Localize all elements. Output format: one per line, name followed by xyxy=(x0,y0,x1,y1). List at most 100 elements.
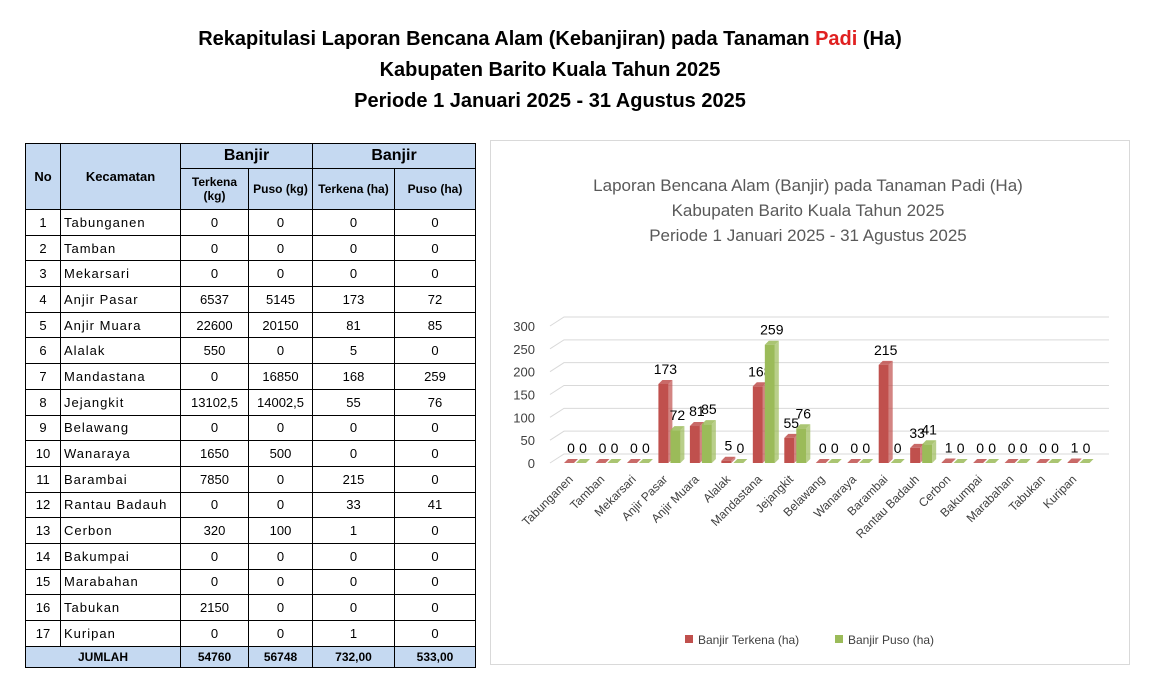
table-cell: 0 xyxy=(180,363,249,390)
table-row: 4 Anjir Pasar 6537 5145 173 72 xyxy=(25,286,476,313)
y-tick-label: 200 xyxy=(513,365,535,380)
table-cell: 0 xyxy=(394,440,476,467)
table-cell: 0 xyxy=(248,414,313,442)
header-cell: Puso (kg) xyxy=(248,168,313,210)
table-cell: 0 xyxy=(248,234,313,262)
bar-top xyxy=(670,426,685,431)
table-cell: 100 xyxy=(248,517,313,544)
table-row: 7 Mandastana 0 16850 168 259 xyxy=(25,363,476,390)
grid-line xyxy=(549,430,1109,441)
data-label: 85 xyxy=(701,401,717,417)
data-label: 0 xyxy=(1008,440,1016,456)
data-label: 81 xyxy=(689,403,705,419)
table-cell: 0 xyxy=(394,568,476,596)
legend-swatch xyxy=(685,635,693,643)
table-cell: 33 xyxy=(312,491,395,519)
table-row: 16 Tabukan 2150 0 0 0 xyxy=(25,594,476,621)
table-cell: 320 xyxy=(180,517,249,544)
table-cell: 0 xyxy=(312,260,395,288)
table-cell: Cerbon xyxy=(60,517,181,544)
table-cell: 215 xyxy=(312,465,395,493)
bar-top xyxy=(827,459,842,463)
table-cell: 0 xyxy=(248,260,313,288)
bar-top xyxy=(564,459,578,463)
table-cell: 0 xyxy=(394,337,476,365)
table-cell: 0 xyxy=(394,209,476,236)
bar-top xyxy=(973,459,988,463)
table-cell: 12 xyxy=(25,491,61,519)
data-label: 215 xyxy=(874,342,898,358)
bar-side xyxy=(774,340,779,463)
bar xyxy=(658,383,669,463)
bar-top xyxy=(626,459,641,463)
table-row: 2 Tamban 0 0 0 0 xyxy=(25,234,476,262)
table-cell: 85 xyxy=(394,311,476,339)
table-row: 5 Anjir Muara 22600 20150 81 85 xyxy=(25,311,476,339)
bar-top xyxy=(985,459,1000,463)
bar-top xyxy=(910,443,925,448)
table-cell: 1 xyxy=(25,209,61,236)
table-cell: 7 xyxy=(25,363,61,390)
table-cell: 0 xyxy=(180,414,249,442)
header-cell: Banjir xyxy=(312,143,476,169)
data-label: 0 xyxy=(976,440,984,456)
bar-top xyxy=(815,459,830,463)
bar-side xyxy=(951,458,956,463)
table-cell: 2150 xyxy=(180,594,249,621)
table-cell: Mekarsari xyxy=(60,260,181,288)
data-label: 0 xyxy=(819,440,827,456)
table-cell: 7850 xyxy=(180,465,249,493)
bar-side xyxy=(711,420,716,463)
table-cell: 550 xyxy=(180,337,249,365)
table-cell: 81 xyxy=(312,311,395,339)
y-tick-label: 300 xyxy=(513,319,535,334)
data-label: 0 xyxy=(579,440,587,456)
table-cell: 22600 xyxy=(180,311,249,339)
bar-top xyxy=(890,459,905,463)
data-label: 173 xyxy=(654,361,678,377)
table-cell: 0 xyxy=(312,440,395,467)
table-cell: Tabunganen xyxy=(60,209,181,236)
bar-top xyxy=(752,382,767,387)
data-label: 0 xyxy=(1020,440,1028,456)
bar xyxy=(784,437,795,463)
table-row: 8 Jejangkit 13102,5 14002,5 55 76 xyxy=(25,388,476,416)
table-row: 12 Rantau Badauh 0 0 33 41 xyxy=(25,491,476,519)
footer-cell: 533,00 xyxy=(394,645,476,668)
data-label: 0 xyxy=(567,440,575,456)
footer-cell: JUMLAH xyxy=(25,645,181,668)
data-label: 1 xyxy=(1071,440,1079,456)
data-table: No Kecamatan Banjir Banjir Terkena (kg) Puso… xyxy=(25,143,476,668)
table-cell: Tamban xyxy=(60,234,181,262)
bar-top xyxy=(784,433,799,438)
table-cell: 6 xyxy=(25,337,61,365)
grid-line xyxy=(549,407,1109,418)
table-cell: 500 xyxy=(248,440,313,467)
table-cell: 0 xyxy=(394,260,476,288)
table-cell: 6537 xyxy=(180,286,249,313)
bar-top xyxy=(1079,459,1094,463)
table-cell: 55 xyxy=(312,388,395,416)
footer-cell: 56748 xyxy=(248,645,313,668)
bar-top xyxy=(576,459,590,463)
chart-border xyxy=(490,140,1130,665)
title-part: (Ha) xyxy=(857,28,902,50)
table-row: 1 Tabunganen 0 0 0 0 xyxy=(25,209,476,236)
table-cell: 0 xyxy=(312,568,395,596)
table-cell: 72 xyxy=(394,286,476,313)
table-cell: 1650 xyxy=(180,440,249,467)
bar-side xyxy=(1077,458,1082,463)
data-label: 33 xyxy=(909,425,925,441)
title-part: Rekapitulasi Laporan Bencana Alam (Keban… xyxy=(198,28,816,50)
title-line: Rekapitulasi Laporan Bencana Alam (Keban… xyxy=(0,28,1100,51)
table-cell: 0 xyxy=(248,337,313,365)
table-cell: 0 xyxy=(394,594,476,621)
table-cell: 0 xyxy=(312,209,395,236)
table-cell: 76 xyxy=(394,388,476,416)
header-cell: Kecamatan xyxy=(60,143,181,210)
table-cell: 0 xyxy=(180,260,249,288)
bar xyxy=(796,428,807,463)
table-cell: Jejangkit xyxy=(60,388,181,416)
data-label: 0 xyxy=(630,440,638,456)
